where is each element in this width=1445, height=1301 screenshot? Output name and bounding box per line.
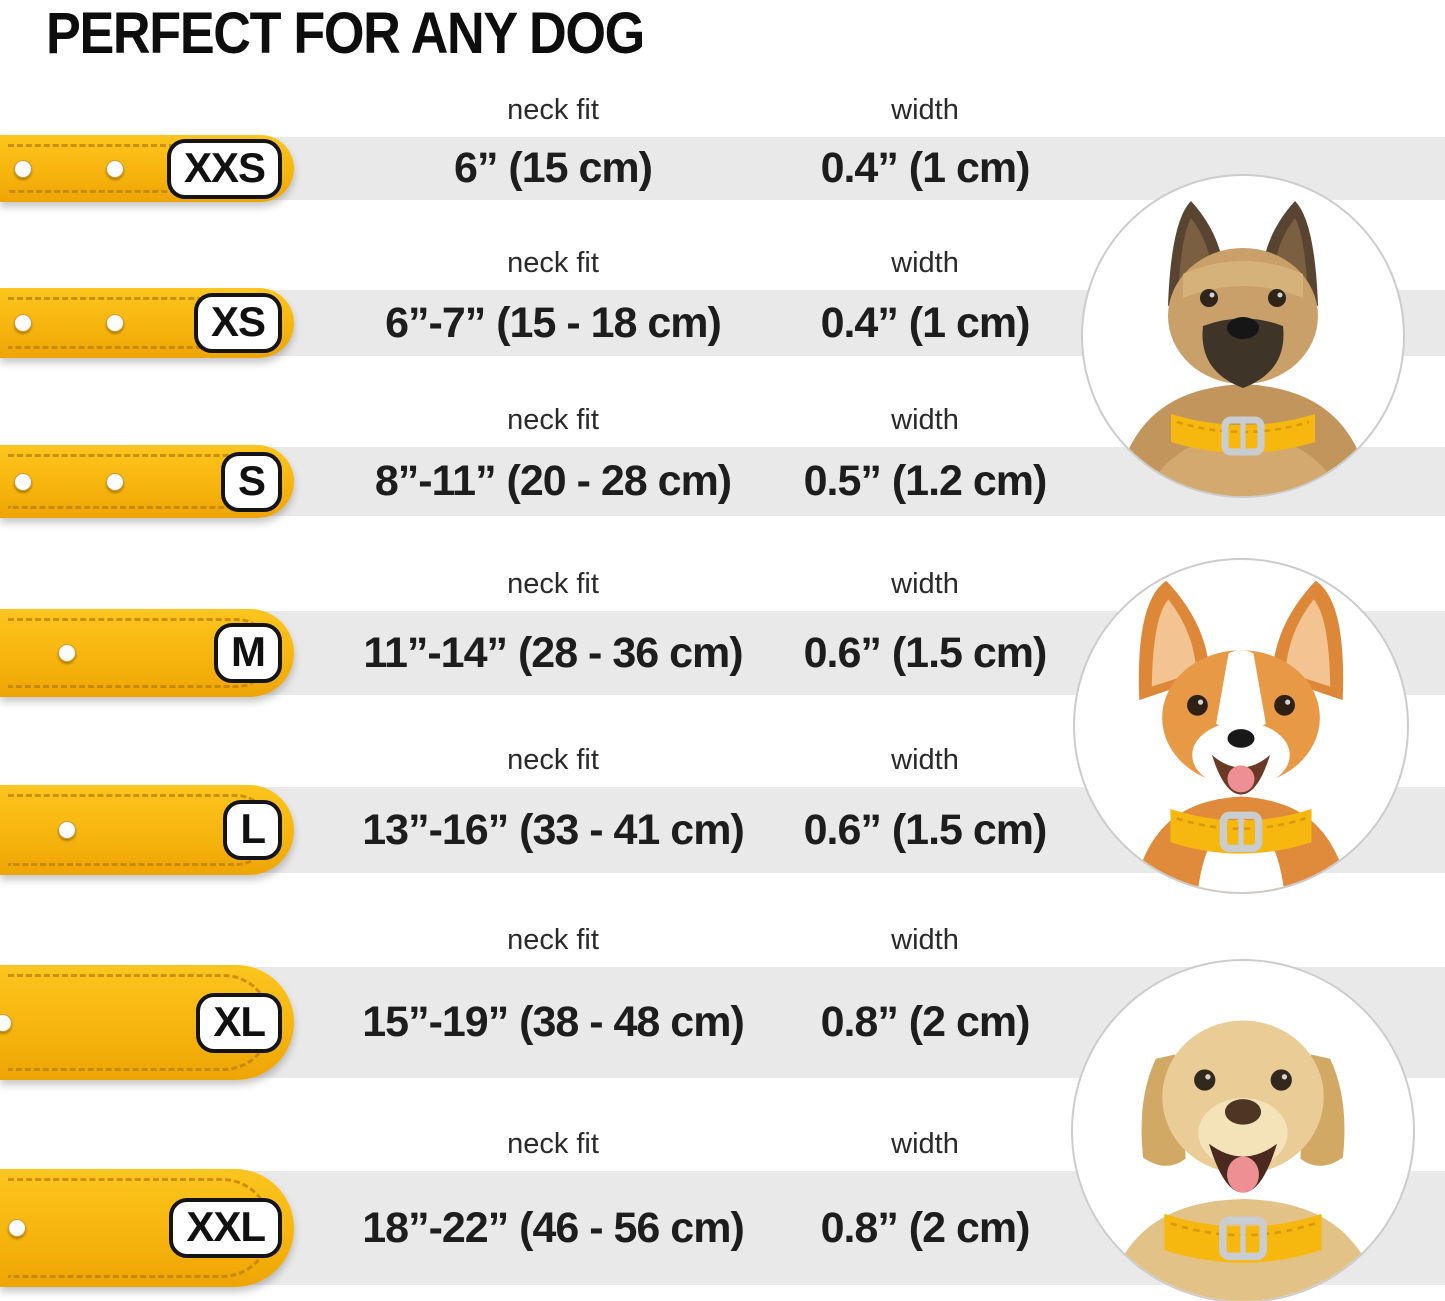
width-value: 0.8” (2 cm) — [820, 1203, 1031, 1252]
collar-rivet — [58, 821, 76, 839]
collar-rivet — [8, 1219, 26, 1237]
size-badge: XS — [193, 293, 282, 353]
size-badge: XL — [196, 992, 282, 1053]
width-value: 0.4” (1 cm) — [820, 144, 1031, 192]
width-value: 0.5” (1.2 cm) — [803, 457, 1048, 505]
neck-fit-value: 6” (15 cm) — [454, 144, 653, 192]
neck-fit-header: neck fit — [507, 924, 599, 956]
labrador-illustration — [1103, 1020, 1383, 1301]
neck-fit-value: 15”-19” (38 - 48 cm) — [362, 998, 745, 1046]
labrador-photo — [1071, 959, 1415, 1301]
collar-rivet — [106, 159, 124, 178]
collar-rivet — [58, 644, 76, 662]
neck-fit-header: neck fit — [507, 1128, 599, 1160]
page-title: PERFECT FOR ANY DOG — [46, 1, 645, 66]
neck-fit-header: neck fit — [507, 404, 599, 436]
width-header: width — [891, 247, 959, 279]
neck-fit-value: 6”-7” (15 - 18 cm) — [385, 298, 722, 347]
neck-fit-header: neck fit — [507, 94, 599, 126]
width-value: 0.8” (2 cm) — [820, 998, 1031, 1046]
size-badge: L — [223, 800, 282, 860]
size-badge: XXS — [166, 138, 282, 199]
neck-fit-header: neck fit — [507, 744, 599, 776]
collar-rivet — [106, 472, 124, 491]
neck-fit-value: 8”-11” (20 - 28 cm) — [374, 457, 732, 505]
neck-fit-header: neck fit — [507, 247, 599, 279]
width-header: width — [891, 404, 959, 436]
width-header: width — [891, 744, 959, 776]
collar-strap-l: L — [0, 785, 294, 875]
size-badge: XXL — [169, 1198, 282, 1258]
width-value: 0.4” (1 cm) — [820, 298, 1031, 347]
collar-rivet — [14, 159, 32, 178]
corgi-photo — [1073, 558, 1409, 894]
collar-rivet — [14, 472, 32, 491]
width-header: width — [891, 924, 959, 956]
collar-strap-m: M — [0, 609, 294, 697]
width-header: width — [891, 94, 959, 126]
collar-rivet — [14, 314, 32, 332]
width-header: width — [891, 568, 959, 600]
collar-strap-xxs: XXS — [0, 135, 294, 202]
neck-fit-value: 11”-14” (28 - 36 cm) — [363, 628, 743, 677]
neck-fit-value: 18”-22” (46 - 56 cm) — [362, 1203, 745, 1252]
terrier-photo — [1081, 174, 1405, 498]
width-header: width — [891, 1128, 959, 1160]
collar-strap-s: S — [0, 445, 294, 518]
corgi-illustration — [1132, 580, 1350, 892]
collar-rivet — [106, 314, 124, 332]
width-value: 0.6” (1.5 cm) — [803, 805, 1048, 854]
size-badge: S — [220, 451, 282, 512]
neck-fit-value: 13”-16” (33 - 41 cm) — [362, 805, 745, 854]
width-value: 0.6” (1.5 cm) — [803, 628, 1048, 677]
terrier-illustration — [1113, 201, 1373, 496]
collar-strap-xs: XS — [0, 288, 294, 358]
size-badge: M — [214, 623, 282, 683]
neck-fit-header: neck fit — [507, 568, 599, 600]
collar-strap-xl: XL — [0, 965, 294, 1080]
collar-strap-xxl: XXL — [0, 1169, 294, 1287]
